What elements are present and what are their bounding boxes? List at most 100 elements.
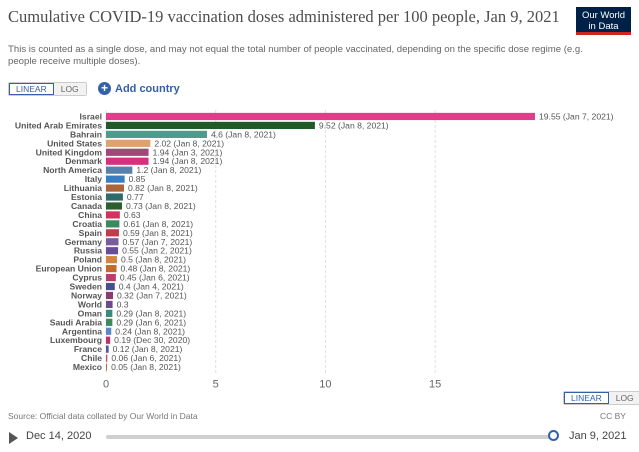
bar-category-label: Chile [81, 353, 102, 363]
bar-category-label: World [78, 299, 102, 309]
bar-value-label: 0.29 (Jan 8, 2021) [116, 308, 186, 318]
bar-category-label: Saudi Arabia [50, 317, 102, 327]
bar[interactable] [106, 211, 120, 219]
chart-subtitle: This is counted as a single dose, and ma… [8, 44, 583, 67]
bar[interactable] [106, 184, 124, 192]
chart-title: Cumulative COVID-19 vaccination doses ad… [8, 7, 560, 26]
bar[interactable] [106, 238, 119, 246]
timeline-start-date: Dec 14, 2020 [26, 430, 92, 442]
bar[interactable] [106, 345, 109, 353]
bar-value-label: 0.55 (Jan 2, 2021) [122, 246, 192, 256]
x-tick-label: 0 [103, 379, 109, 391]
bar-category-label: Poland [73, 255, 102, 265]
bar-value-label: 0.61 (Jan 8, 2021) [123, 219, 193, 229]
bar-category-label: Russia [74, 246, 102, 256]
timeline-handle[interactable] [548, 430, 559, 441]
timeline-end-date: Jan 9, 2021 [569, 430, 627, 442]
license-label[interactable]: CC BY [600, 411, 626, 421]
bar-value-label: 0.3 [117, 299, 129, 309]
bar[interactable] [106, 291, 114, 300]
linear-scale-button-bottom[interactable]: LINEAR [564, 392, 609, 404]
linear-scale-button[interactable]: LINEAR [9, 83, 54, 95]
bar-value-label: 0.77 [127, 192, 144, 202]
plus-circle-icon: + [98, 82, 111, 95]
bar[interactable] [106, 112, 535, 121]
bar-value-label: 0.59 (Jan 8, 2021) [123, 228, 193, 238]
add-country-button[interactable]: + Add country [98, 82, 180, 95]
log-scale-button[interactable]: LOG [53, 83, 86, 95]
bar[interactable] [106, 247, 119, 255]
log-scale-button-bottom[interactable]: LOG [608, 392, 639, 404]
bar-category-label: United Arab Emirates [15, 120, 102, 130]
bar-category-label: Sweden [70, 282, 102, 292]
scale-toggle-top: LINEAR LOG [8, 82, 87, 96]
bar-category-label: France [74, 344, 102, 354]
bar-category-label: United States [47, 138, 102, 148]
bar[interactable] [106, 363, 108, 371]
bar-value-label: 0.45 (Jan 6, 2021) [120, 273, 190, 283]
bar[interactable] [106, 300, 113, 309]
bar[interactable] [106, 121, 315, 130]
bar-category-label: Estonia [71, 192, 102, 202]
bar[interactable] [106, 130, 207, 138]
bar-value-label: 1.94 (Jan 3, 2021) [153, 147, 223, 157]
bar-value-label: 0.48 (Jan 8, 2021) [121, 264, 191, 274]
add-country-label: Add country [115, 82, 180, 95]
bar[interactable] [106, 336, 111, 344]
bar[interactable] [106, 256, 117, 264]
bar-value-label: 2.02 (Jan 8, 2021) [154, 138, 224, 148]
bar-value-label: 1.2 (Jan 8, 2021) [136, 165, 201, 175]
bar[interactable] [106, 309, 113, 317]
bar-category-label: China [78, 210, 102, 220]
bar[interactable] [106, 265, 117, 273]
bar[interactable] [106, 139, 151, 147]
bar[interactable] [106, 282, 115, 291]
bar-category-label: Argentina [62, 326, 102, 336]
bar[interactable] [106, 220, 120, 228]
bar-value-label: 0.19 (Dec 30, 2020) [114, 335, 190, 345]
bar[interactable] [106, 175, 125, 183]
bar[interactable] [106, 148, 149, 156]
scale-toggle-bottom: LINEAR LOG [563, 391, 639, 405]
bar-category-label: Italy [85, 174, 102, 184]
bar-category-label: Spain [79, 228, 102, 238]
bar[interactable] [106, 157, 149, 165]
bar-category-label: United Kingdom [36, 147, 103, 157]
bar[interactable] [106, 166, 133, 174]
bar-category-label: European Union [36, 264, 102, 274]
bar-value-label: 0.05 (Jan 8, 2021) [111, 362, 181, 372]
bar-value-label: 0.73 (Jan 8, 2021) [126, 201, 196, 211]
bar-category-label: North America [43, 165, 102, 175]
bar[interactable] [106, 193, 123, 201]
bar-category-label: Luxembourg [50, 335, 102, 345]
bar-category-label: Croatia [72, 219, 102, 229]
bar[interactable] [106, 354, 108, 362]
bar-category-label: Bahrain [70, 129, 102, 139]
bar-value-label: 19.55 (Jan 7, 2021) [539, 111, 614, 121]
bar-category-label: Cyprus [72, 273, 102, 283]
bar-value-label: 0.12 (Jan 8, 2021) [113, 344, 183, 354]
bar[interactable] [106, 318, 113, 326]
bar-value-label: 0.82 (Jan 8, 2021) [128, 183, 198, 193]
bar-category-label: Mexico [73, 362, 102, 372]
bar-value-label: 0.85 [129, 174, 146, 184]
timeline: Dec 14, 2020 Jan 9, 2021 [0, 426, 639, 448]
bar[interactable] [106, 202, 123, 210]
bar-category-label: Norway [71, 290, 102, 300]
bar-category-label: Lithuania [64, 183, 102, 193]
owid-logo[interactable]: Our World in Data [576, 7, 631, 35]
bar-value-label: 0.24 (Jan 8, 2021) [115, 326, 185, 336]
bar[interactable] [106, 229, 119, 237]
play-icon[interactable] [9, 432, 18, 444]
bar-value-label: 0.29 (Jan 6, 2021) [116, 317, 186, 327]
bar-value-label: 0.32 (Jan 7, 2021) [117, 290, 187, 300]
timeline-track[interactable] [106, 435, 554, 439]
bar-value-label: 0.63 [124, 210, 141, 220]
bar-chart: 0 5 10 15 Israel 19.55 (Jan 7, 2021) United Ar… [15, 110, 614, 391]
x-tick-label: 15 [429, 379, 441, 391]
bar-value-label: 0.06 (Jan 6, 2021) [111, 353, 181, 363]
bar-value-label: 9.52 (Jan 8, 2021) [319, 120, 389, 130]
bar[interactable] [106, 273, 116, 282]
bar[interactable] [106, 327, 112, 335]
source-note[interactable]: Source: Official data collated by Our Wo… [8, 411, 198, 421]
